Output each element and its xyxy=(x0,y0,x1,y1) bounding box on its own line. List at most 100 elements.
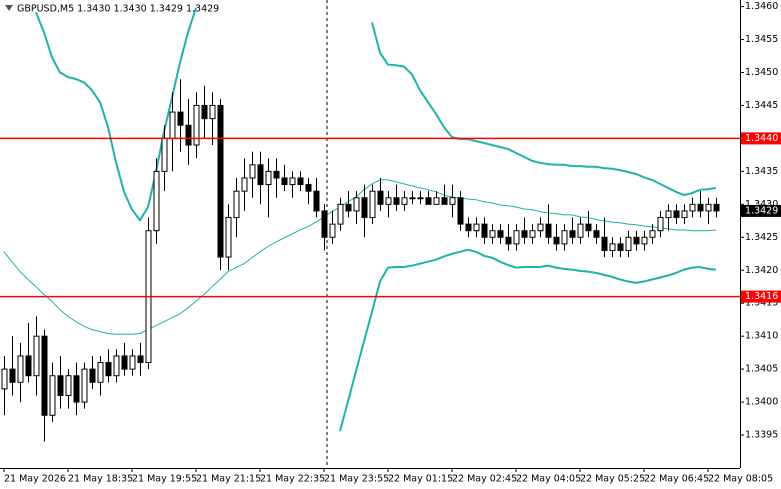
candle-body xyxy=(241,177,248,192)
candle-body xyxy=(697,203,704,212)
candle-body xyxy=(513,230,520,245)
x-tick-label: 21 May 19:55 xyxy=(132,474,197,485)
candle-body xyxy=(257,164,264,186)
candle-body xyxy=(401,197,408,205)
candle-body xyxy=(689,203,696,212)
candle-body xyxy=(521,230,528,238)
candle-body xyxy=(321,210,328,238)
x-tick-label: 21 May 2026 xyxy=(4,474,66,485)
x-tick-label: 21 May 21:15 xyxy=(196,474,261,485)
candle-body xyxy=(473,223,480,232)
candle-body xyxy=(329,223,336,238)
candle-body xyxy=(377,190,384,205)
candle-body xyxy=(209,104,216,120)
candle-body xyxy=(553,236,560,245)
candle-body xyxy=(425,197,432,205)
candle-body xyxy=(281,177,288,186)
candle-body xyxy=(569,230,576,238)
candle-body xyxy=(185,124,192,146)
candle-body xyxy=(113,355,120,377)
x-tick-label: 21 May 23:55 xyxy=(324,474,389,485)
y-tick-label: 1.3425 xyxy=(745,232,778,243)
y-tick-label: 1.3435 xyxy=(745,166,778,177)
candle-body xyxy=(313,190,320,212)
candle-body xyxy=(457,197,464,225)
candle-body xyxy=(649,230,656,238)
candle-body xyxy=(369,190,376,219)
candle-body xyxy=(657,217,664,232)
candle-body xyxy=(121,355,128,370)
y-tick-label: 1.3445 xyxy=(745,100,778,111)
y-tick-label: 1.3405 xyxy=(745,364,778,375)
candle-body xyxy=(449,197,456,205)
candle-body xyxy=(297,177,304,186)
candle-body xyxy=(433,197,440,205)
candle-body xyxy=(673,210,680,219)
candle-body xyxy=(385,197,392,205)
candle-body xyxy=(393,197,400,205)
candle-body xyxy=(305,184,312,192)
candle-body xyxy=(129,355,136,370)
candle-body xyxy=(593,230,600,238)
band-lower xyxy=(339,248,717,432)
candle-body xyxy=(9,368,16,383)
candle-body xyxy=(201,104,208,120)
candle-body xyxy=(665,210,672,219)
candle-body xyxy=(705,203,712,212)
plot-area xyxy=(1,7,720,442)
candle-body xyxy=(537,223,544,232)
candle-body xyxy=(265,170,272,186)
candle-body xyxy=(137,355,144,364)
y-tick-label: 1.3410 xyxy=(745,331,778,342)
collapse-icon[interactable] xyxy=(5,5,13,11)
candle-body xyxy=(713,203,720,212)
y-tick-label: 1.3420 xyxy=(745,265,778,276)
candle-body xyxy=(49,375,56,416)
x-tick-label: 22 May 01:15 xyxy=(388,474,453,485)
y-tick-label: 1.3430 xyxy=(745,199,778,210)
candle-body xyxy=(233,190,240,219)
candle-body xyxy=(97,362,104,383)
candle-body xyxy=(489,230,496,238)
candle-body xyxy=(481,223,488,238)
candle-body xyxy=(337,203,344,225)
candle-body xyxy=(345,203,352,212)
x-tick-label: 22 May 06:45 xyxy=(644,474,709,485)
x-tick-label: 22 May 08:05 xyxy=(708,474,773,485)
candle-body xyxy=(497,230,504,238)
candle-body xyxy=(57,375,64,396)
y-tick-label: 1.3460 xyxy=(745,1,778,12)
candle-body xyxy=(105,362,112,377)
x-tick-label: 21 May 22:35 xyxy=(260,474,325,485)
level-label-box xyxy=(741,132,781,145)
y-tick-label: 1.3450 xyxy=(745,67,778,78)
candle-body xyxy=(33,335,40,377)
candle-body xyxy=(169,111,176,139)
candle-body xyxy=(153,170,160,232)
candle-body xyxy=(161,137,168,172)
candle-body xyxy=(633,236,640,245)
candle-body xyxy=(409,197,416,200)
candle-body xyxy=(561,230,568,245)
x-tick-label: 22 May 02:45 xyxy=(452,474,517,485)
candle-body xyxy=(89,368,96,383)
y-tick-label: 1.3455 xyxy=(745,34,778,45)
candle-body xyxy=(641,236,648,245)
candle-body xyxy=(25,355,32,377)
candle-body xyxy=(1,368,8,390)
candle-body xyxy=(529,230,536,238)
candle-body xyxy=(217,104,224,258)
y-tick-label: 1.3395 xyxy=(745,430,778,441)
y-tick-label: 1.3400 xyxy=(745,397,778,408)
candle-body xyxy=(545,223,552,238)
level-label: 1.3416 xyxy=(745,291,778,302)
level-label-box xyxy=(741,290,781,303)
candle-body xyxy=(65,375,72,396)
candle-body xyxy=(353,197,360,212)
x-tick-label: 22 May 05:25 xyxy=(580,474,645,485)
level-label: 1.3440 xyxy=(745,133,778,144)
candle-body xyxy=(17,355,24,383)
candle-body xyxy=(289,177,296,186)
candle-body xyxy=(73,375,80,403)
